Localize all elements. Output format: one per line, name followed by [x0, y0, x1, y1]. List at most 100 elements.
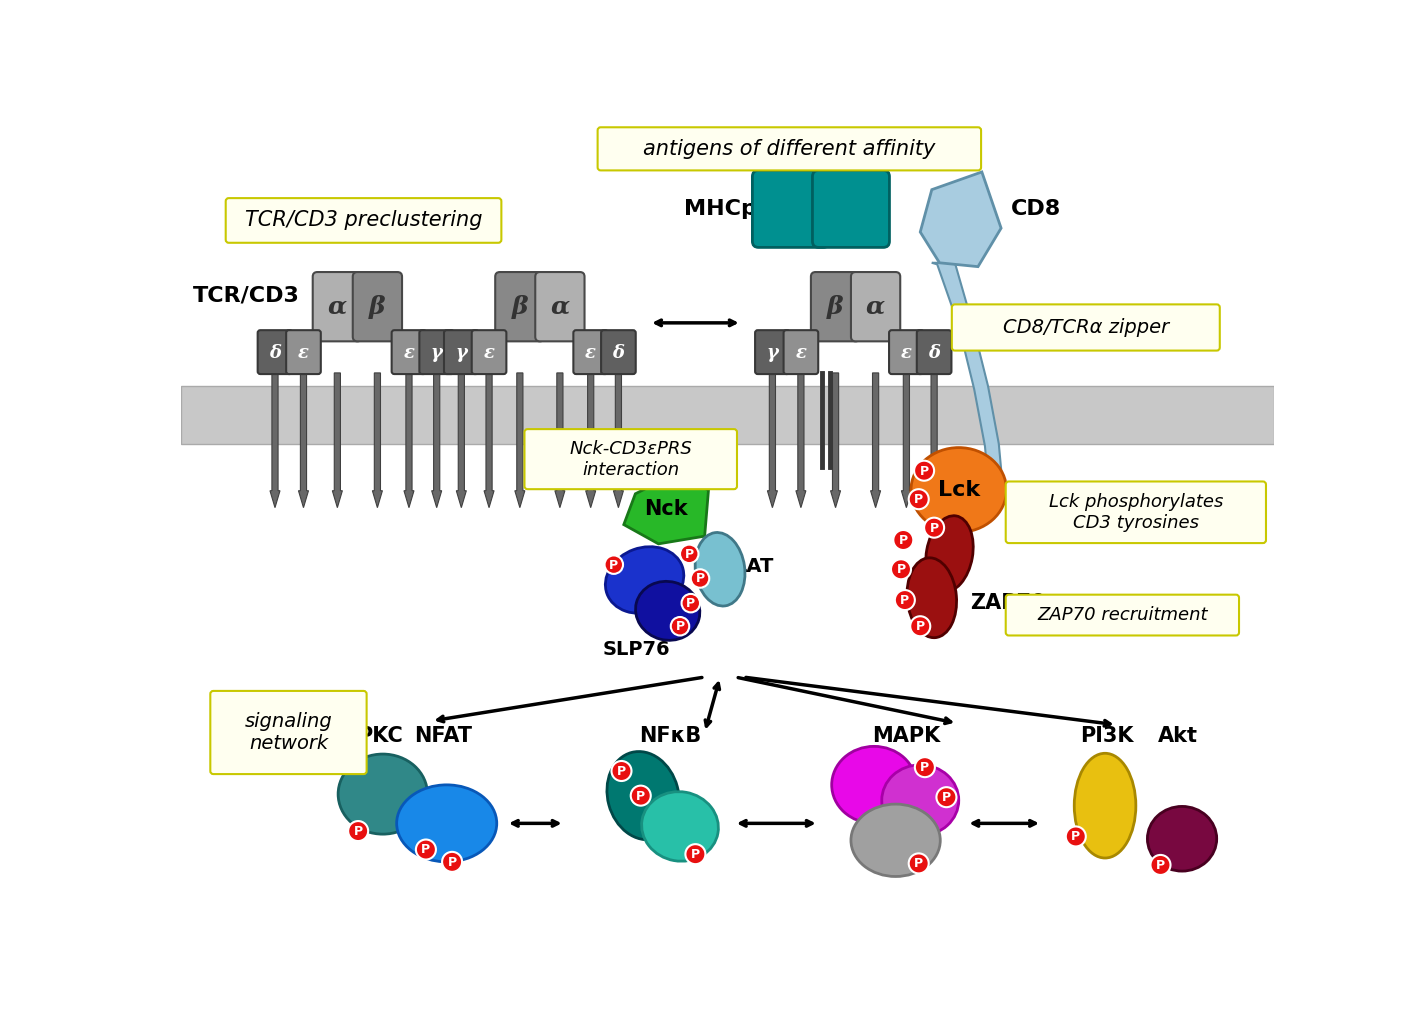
FancyArrow shape: [585, 373, 596, 507]
FancyBboxPatch shape: [812, 171, 889, 247]
Text: P: P: [930, 522, 939, 534]
Circle shape: [936, 788, 957, 807]
Polygon shape: [932, 263, 1004, 496]
FancyBboxPatch shape: [753, 171, 829, 247]
Text: P: P: [609, 559, 618, 571]
Text: ε: ε: [403, 344, 415, 362]
Circle shape: [909, 490, 929, 509]
Text: P: P: [900, 594, 909, 607]
Circle shape: [416, 839, 436, 859]
Text: TCR/CD3 preclustering: TCR/CD3 preclustering: [244, 210, 483, 231]
Text: LAT: LAT: [734, 558, 774, 576]
FancyArrow shape: [795, 373, 807, 507]
Text: β: β: [369, 295, 386, 319]
Circle shape: [1066, 826, 1086, 847]
FancyBboxPatch shape: [312, 272, 362, 342]
Text: ZAP70: ZAP70: [970, 593, 1045, 613]
Text: δ: δ: [612, 344, 625, 362]
Circle shape: [690, 569, 709, 588]
Text: α: α: [328, 295, 346, 319]
FancyBboxPatch shape: [419, 330, 454, 374]
Circle shape: [686, 845, 706, 864]
Text: P: P: [422, 844, 430, 856]
Ellipse shape: [851, 804, 940, 877]
Text: MHCp: MHCp: [684, 199, 757, 218]
Ellipse shape: [338, 755, 427, 834]
FancyBboxPatch shape: [574, 330, 608, 374]
Ellipse shape: [605, 546, 684, 614]
FancyBboxPatch shape: [755, 330, 790, 374]
Circle shape: [914, 461, 934, 480]
FancyBboxPatch shape: [598, 127, 981, 171]
FancyBboxPatch shape: [496, 272, 544, 342]
FancyBboxPatch shape: [444, 330, 479, 374]
FancyArrow shape: [403, 373, 415, 507]
FancyBboxPatch shape: [392, 330, 426, 374]
FancyBboxPatch shape: [917, 330, 951, 374]
Text: P: P: [354, 825, 362, 838]
FancyArrow shape: [332, 373, 342, 507]
Polygon shape: [920, 172, 1001, 267]
Ellipse shape: [606, 751, 679, 839]
Polygon shape: [623, 475, 709, 543]
Text: Nck-CD3εPRS
interaction: Nck-CD3εPRS interaction: [569, 440, 692, 478]
FancyBboxPatch shape: [471, 330, 507, 374]
FancyBboxPatch shape: [951, 304, 1220, 351]
Text: P: P: [896, 563, 906, 576]
Text: NFAT: NFAT: [413, 727, 471, 746]
Circle shape: [442, 852, 462, 871]
Text: Lck: Lck: [937, 480, 980, 500]
Text: Lck phosphorylates
CD3 tyrosines: Lck phosphorylates CD3 tyrosines: [1048, 493, 1223, 532]
FancyBboxPatch shape: [226, 198, 501, 243]
Text: ZAP70 recruitment: ZAP70 recruitment: [1037, 607, 1207, 624]
Text: PI3K: PI3K: [1079, 727, 1133, 746]
FancyArrow shape: [270, 373, 280, 507]
Text: P: P: [684, 548, 694, 561]
Ellipse shape: [642, 792, 719, 861]
Text: PKC: PKC: [356, 727, 403, 746]
FancyBboxPatch shape: [287, 330, 321, 374]
Ellipse shape: [912, 447, 1007, 532]
FancyBboxPatch shape: [811, 272, 861, 342]
FancyBboxPatch shape: [851, 272, 900, 342]
Text: P: P: [686, 597, 696, 610]
FancyArrow shape: [929, 373, 939, 507]
Circle shape: [682, 594, 700, 613]
Ellipse shape: [907, 558, 957, 638]
FancyBboxPatch shape: [524, 430, 737, 490]
Text: MAPK: MAPK: [872, 727, 940, 746]
FancyArrow shape: [372, 373, 382, 507]
Text: ε: ε: [585, 344, 596, 362]
Bar: [182, 386, 1275, 444]
Text: γ: γ: [456, 344, 467, 362]
Text: P: P: [920, 761, 930, 774]
FancyBboxPatch shape: [1005, 595, 1240, 635]
Circle shape: [1150, 855, 1170, 875]
Circle shape: [914, 758, 934, 777]
Text: δ: δ: [268, 344, 281, 362]
Ellipse shape: [696, 532, 746, 607]
Ellipse shape: [1147, 806, 1217, 871]
FancyArrow shape: [298, 373, 308, 507]
Text: P: P: [616, 765, 626, 778]
Text: P: P: [696, 572, 704, 586]
Text: P: P: [676, 620, 684, 633]
Text: SLP76: SLP76: [604, 640, 670, 659]
Text: ε: ε: [795, 344, 807, 362]
FancyBboxPatch shape: [535, 272, 585, 342]
FancyBboxPatch shape: [784, 330, 818, 374]
Text: β: β: [511, 295, 528, 319]
FancyArrow shape: [767, 373, 777, 507]
Text: P: P: [447, 856, 457, 868]
Text: TCR/CD3: TCR/CD3: [193, 285, 300, 305]
Circle shape: [890, 559, 912, 580]
Text: P: P: [692, 848, 700, 861]
Text: P: P: [916, 620, 924, 633]
FancyArrow shape: [870, 373, 880, 507]
Text: γ: γ: [767, 344, 778, 362]
Text: NFκB: NFκB: [639, 727, 701, 746]
FancyArrow shape: [515, 373, 525, 507]
Ellipse shape: [396, 785, 497, 862]
Text: P: P: [914, 493, 923, 506]
Ellipse shape: [1075, 753, 1136, 858]
